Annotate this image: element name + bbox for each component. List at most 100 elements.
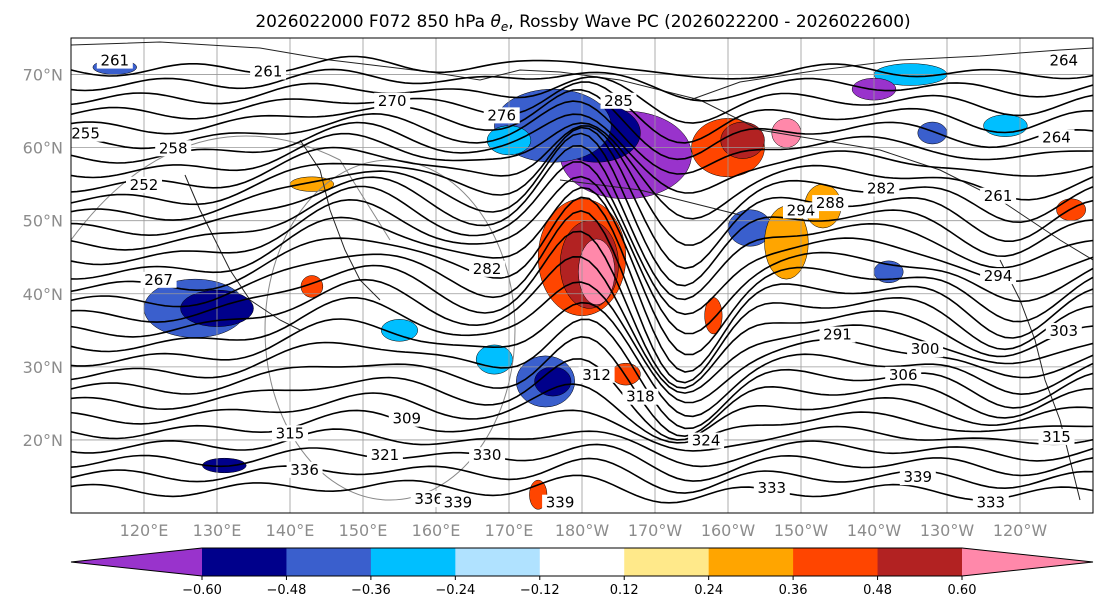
anomaly-patch [917,121,948,145]
colorbar-tick-label: 0.36 [779,583,808,598]
coastline [689,47,1093,101]
contour-label: 339 [546,494,575,512]
contour-label-bg [483,107,520,124]
colorbar-extend-low [71,548,202,576]
contour-label-bg [1045,322,1082,339]
contour-label: 303 [1049,322,1078,340]
graticule [71,38,1093,513]
theta-e-contour [71,125,1093,246]
anomaly-patch [381,319,418,342]
longitude-label: 120°W [993,521,1048,540]
contour-label-bg [388,410,425,427]
contour-label-bg [753,480,790,497]
theta-e-contour [71,428,1093,468]
longitude-label: 170°E [485,521,534,540]
theta-e-contour [71,76,1093,124]
longitude-label: 160°E [412,521,461,540]
title-subscript: e [501,20,508,34]
map-circle-outline [71,135,391,241]
map-frame [70,37,1094,514]
contour-label: 306 [889,366,918,384]
theta-e-contour [71,126,1093,270]
anomaly-patch [534,366,572,397]
contour-label-bg [71,125,104,142]
contour-label: 324 [692,432,721,450]
colorbar-tick-label: −0.24 [435,583,475,598]
contour-label: 312 [582,366,611,384]
longitude-label: 150°W [774,521,829,540]
theta-e-contour [71,474,1093,504]
title-theta: θ [491,12,502,32]
contour-label: 330 [473,446,502,464]
contour-label: 321 [371,446,400,464]
contour-label: 285 [604,92,633,110]
colorbar [70,547,1094,577]
theta-e-contour [71,409,1093,452]
theta-e-contour [71,161,1093,316]
colorbar-segment [708,548,794,576]
colorbar-segment [793,548,879,576]
contour-label-bg [469,447,506,464]
theta-e-contour [71,209,1093,384]
contour-label: 282 [867,179,896,197]
theta-e-contour [71,175,1093,335]
theta-e-contour [71,335,1093,438]
map-circle-outline [264,159,516,501]
contour-label-bg [600,92,637,109]
contour-label-bg [783,202,819,219]
coastline [999,259,1081,501]
colorbar-segment [202,548,287,576]
theta-e-contour [71,186,1093,356]
colorbar-tick-label: −0.36 [351,583,391,598]
contour-label: 282 [473,260,502,278]
colorbar-segment [370,548,456,576]
theta-e-contour [71,113,1093,194]
contour-label-bg [126,176,162,193]
contour-label-bg [250,63,287,80]
theta-e-contour [71,68,1093,102]
latitude-label: 70°N [23,66,63,85]
contour-label: 339 [444,494,473,512]
contour-label: 315 [276,424,305,442]
contour-label: 276 [487,106,516,124]
theta-e-contour [71,301,1093,418]
contour-label-bg [819,326,856,343]
theta-e-contour [71,81,1093,144]
colorbar-tick-label: 0.12 [610,583,639,598]
theta-e-contour [71,122,1093,220]
longitude-label: 150°E [339,521,388,540]
contour-label-bg [374,92,411,109]
contour-label: 255 [71,125,100,143]
longitude-label: 170°W [628,521,683,540]
theta-e-contour [71,383,1093,444]
chart-title: 2026022000 F072 850 hPa θe, Rossby Wave … [255,12,910,34]
colorbar-segment [286,548,372,576]
contour-label: 336 [290,461,319,479]
contour-label-bg [469,260,506,277]
contour-label-bg [1045,52,1082,69]
theta-e-contour [71,55,1093,80]
contour-label: 291 [823,326,852,344]
contour-label: 336 [414,490,443,508]
colorbar-segment [877,548,963,576]
longitude-label: 140°W [847,521,902,540]
longitude-label: 140°E [266,521,315,540]
theta-e-contour [71,88,1093,161]
colorbar-extend-high [962,548,1093,576]
coastline [184,174,301,331]
anomaly-patch [720,121,765,159]
colorbar-tick-label: 0.24 [694,583,723,598]
theta-e-contour [71,196,1093,373]
colorbar-tick-label: 0.60 [948,583,977,598]
contour-label-bg [688,432,725,449]
longitude-label: 160°W [701,521,756,540]
latitude-label: 40°N [23,285,63,304]
contour-label-bg [155,140,192,157]
contour-label: 315 [1042,428,1071,446]
colorbar-labels: −0.60 −0.48 −0.36 −0.24 −0.12 0.12 0.24 0.36 0.4… [182,576,976,598]
latitude-label: 30°N [23,358,63,377]
latitude-label: 60°N [23,139,63,158]
contour-label: 300 [911,340,940,358]
